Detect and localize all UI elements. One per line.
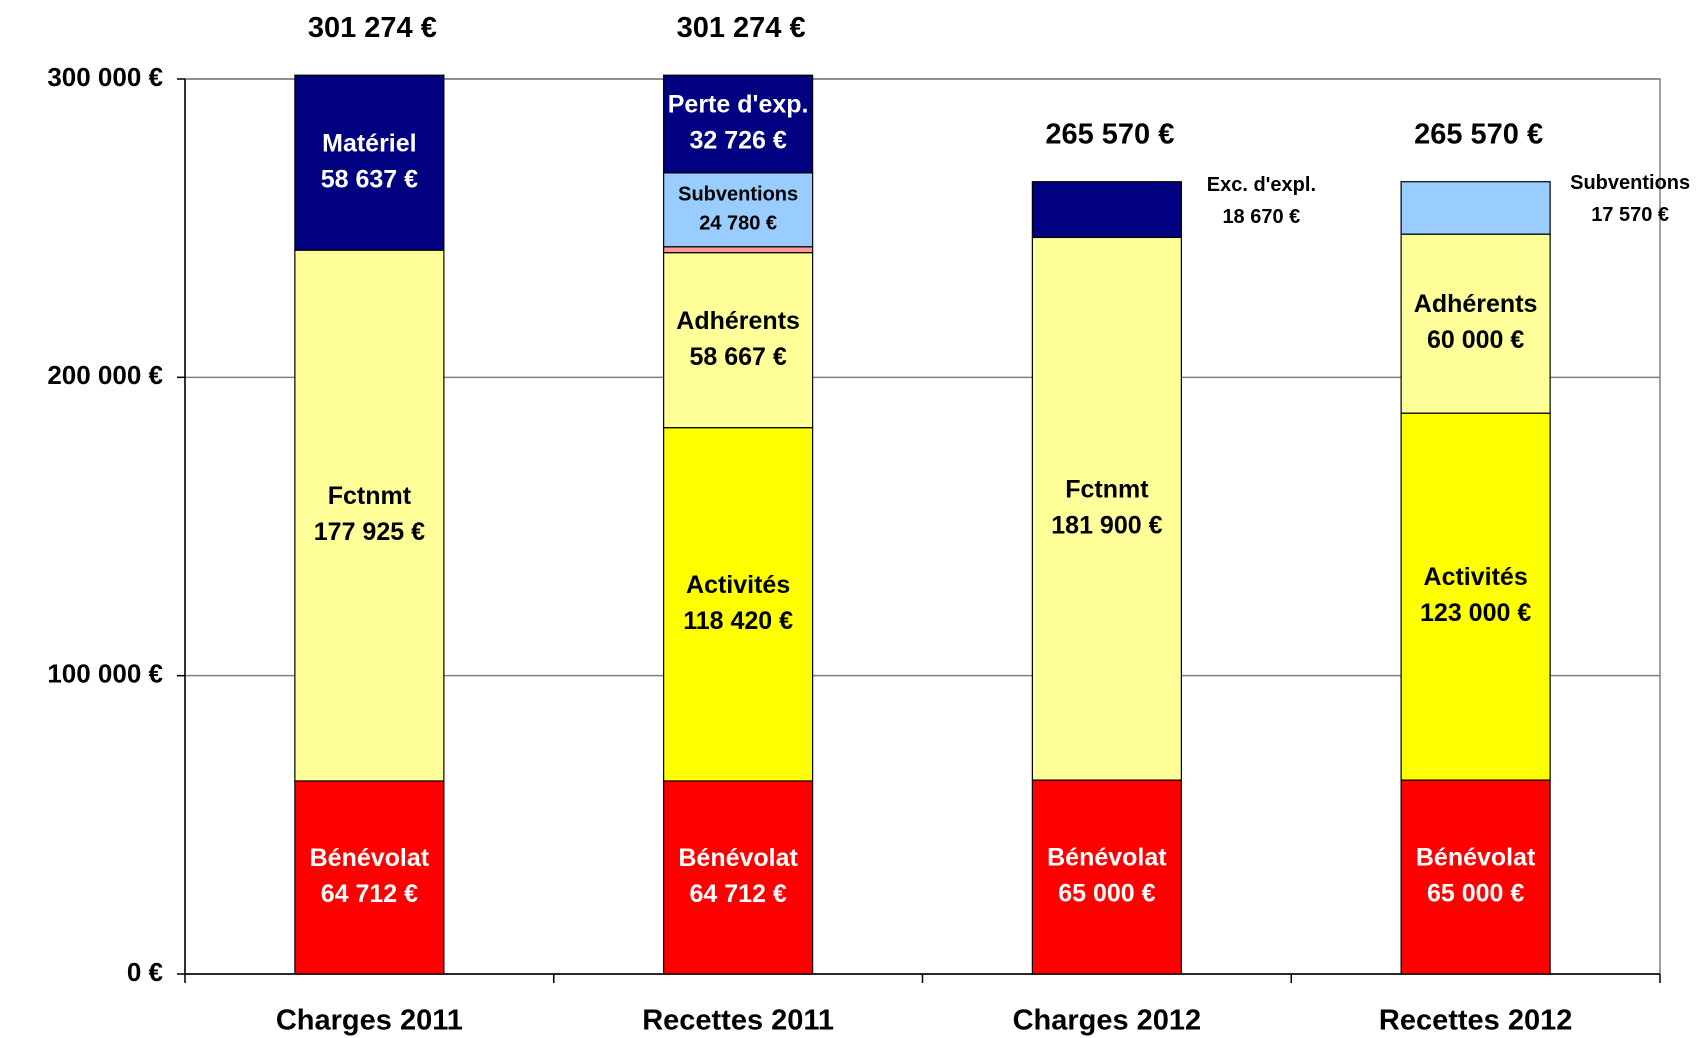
y-tick-label: 100 000 € <box>47 659 163 689</box>
y-tick-label: 0 € <box>127 957 163 987</box>
segment-name: Adhérents <box>676 307 800 335</box>
bar-segment <box>294 74 445 251</box>
bar-segment <box>663 252 814 429</box>
segment-name: Subventions <box>678 184 798 206</box>
segment-name: Bénévolat <box>1047 844 1167 872</box>
segment-name: Exc. d'expl. <box>1207 174 1316 196</box>
x-tick-label: Recettes 2012 <box>1379 1005 1572 1037</box>
bar-segment <box>1400 412 1551 781</box>
bar-segment <box>663 780 814 975</box>
segment-name: Bénévolat <box>678 844 798 872</box>
segment-name: Bénévolat <box>1416 844 1536 872</box>
bar-segment <box>294 780 445 975</box>
bar-segment <box>1400 181 1551 235</box>
bar-segment <box>1031 181 1182 239</box>
value-label: 181 900 € <box>1051 511 1162 539</box>
value-label: 18 670 € <box>1222 206 1300 228</box>
value-label: 24 780 € <box>699 212 777 234</box>
bar-segment <box>1400 233 1551 414</box>
segment-name: Activités <box>1424 563 1528 591</box>
value-label: 60 000 € <box>1427 326 1524 354</box>
value-label: 32 726 € <box>689 127 786 155</box>
total-label: 301 274 € <box>677 12 806 44</box>
total-label: 265 570 € <box>1045 118 1174 150</box>
value-label: 65 000 € <box>1427 880 1524 908</box>
bar-segment <box>1400 779 1551 975</box>
segment-name: Bénévolat <box>310 844 430 872</box>
value-label: 123 000 € <box>1420 599 1531 627</box>
x-tick-label: Charges 2012 <box>1013 1005 1202 1037</box>
value-label: 65 000 € <box>1058 880 1155 908</box>
segment-name: Adhérents <box>1414 290 1538 318</box>
y-tick-label: 200 000 € <box>47 360 163 390</box>
value-label: 17 570 € <box>1591 204 1669 226</box>
y-tick-label: 300 000 € <box>47 62 163 92</box>
value-label: 58 667 € <box>689 343 786 371</box>
value-label: 118 420 € <box>683 607 793 635</box>
segment-name: Perte d'exp. <box>668 91 809 119</box>
bar-segment <box>1031 779 1182 975</box>
value-label: 64 712 € <box>689 880 786 908</box>
bar-segment <box>663 246 814 254</box>
segment-name: Activités <box>686 571 790 599</box>
segment-name: Fctnmt <box>1065 475 1149 503</box>
x-tick-label: Charges 2011 <box>276 1005 463 1037</box>
segment-name: Subventions <box>1570 172 1690 194</box>
total-label: 301 274 € <box>308 12 437 44</box>
bar-segment <box>1031 236 1182 781</box>
total-label: 265 570 € <box>1414 118 1543 150</box>
segment-name: Matériel <box>322 129 416 157</box>
bar-segment <box>294 249 445 782</box>
x-tick-label: Recettes 2011 <box>642 1005 834 1037</box>
value-label: 64 712 € <box>321 880 418 908</box>
value-label: 58 637 € <box>321 165 418 193</box>
bar-segment <box>663 427 814 782</box>
bar-segment <box>663 74 814 174</box>
value-label: 177 925 € <box>314 518 425 546</box>
segment-name: Fctnmt <box>328 482 412 510</box>
